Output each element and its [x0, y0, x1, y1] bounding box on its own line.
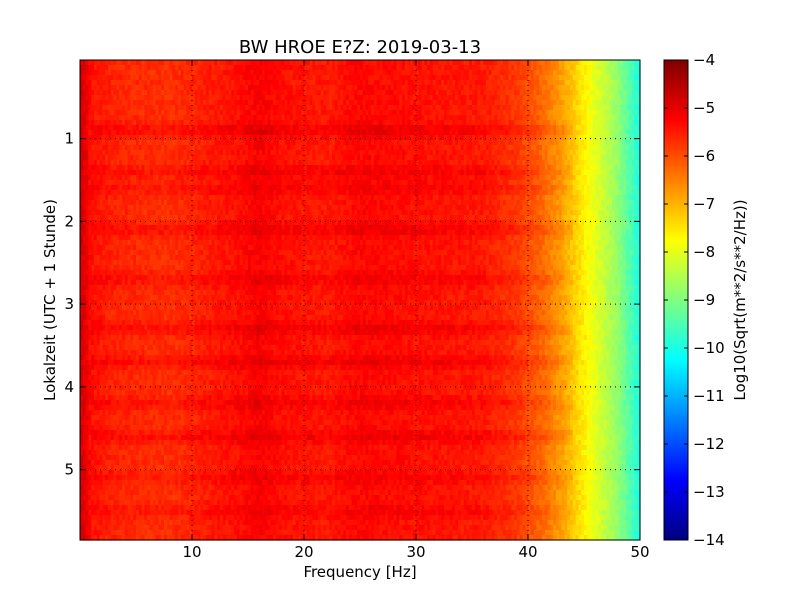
heatmap-row — [80, 90, 641, 96]
heatmap-row — [80, 95, 641, 101]
heatmap-row — [80, 170, 641, 176]
chart-title: BW HROE E?Z: 2019-03-13 — [239, 37, 481, 58]
heatmap-row — [80, 135, 641, 141]
heatmap-row — [80, 125, 641, 131]
heatmap-row — [80, 65, 641, 71]
heatmap-row — [80, 140, 641, 146]
heatmap-row — [80, 120, 641, 126]
heatmap-row — [80, 70, 641, 76]
heatmap-row — [80, 80, 641, 86]
heatmap-row — [80, 145, 641, 151]
heatmap-row — [80, 160, 641, 166]
heatmap-row — [80, 150, 641, 156]
heatmap-row — [80, 115, 641, 121]
heatmap-row — [80, 75, 641, 81]
heatmap-row — [80, 155, 641, 161]
heatmap-row — [80, 105, 641, 111]
heatmap-row — [80, 110, 641, 116]
heatmap-row — [80, 85, 641, 91]
heatmap-row — [80, 100, 641, 106]
heatmap-row — [80, 165, 641, 171]
heatmap-row — [80, 175, 641, 181]
heatmap-row — [80, 180, 641, 186]
spectrogram-heatmap — [80, 60, 641, 541]
heatmap-row — [80, 130, 641, 136]
heatmap-row — [80, 60, 641, 66]
